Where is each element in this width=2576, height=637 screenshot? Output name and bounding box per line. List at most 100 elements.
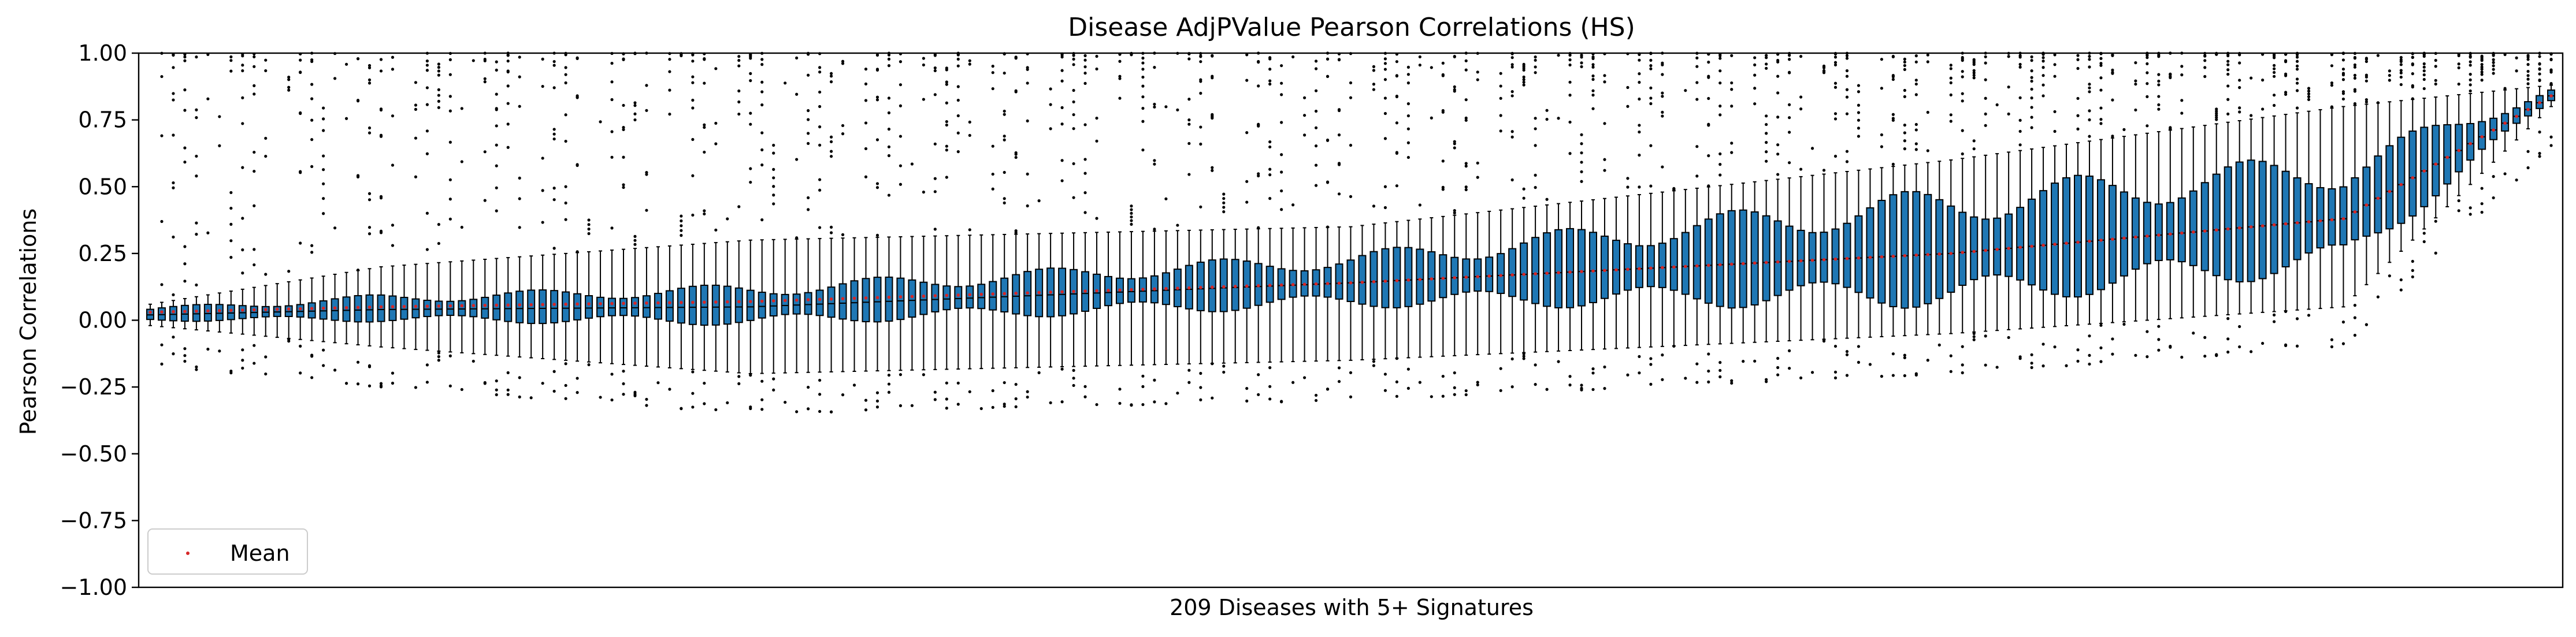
box-body <box>539 289 547 325</box>
mean-marker <box>2376 196 2380 200</box>
box-outlier <box>2469 206 2472 210</box>
box-outlier <box>714 142 718 146</box>
box-plot-item <box>2316 109 2325 310</box>
box-outlier <box>1211 362 1214 366</box>
box-outlier <box>425 152 429 155</box>
box-body <box>2339 186 2348 245</box>
box-outlier <box>2480 63 2484 66</box>
box-outlier <box>1268 83 1272 86</box>
box-plot-item <box>1566 51 1575 387</box>
mean-marker <box>599 302 602 306</box>
box-outlier <box>968 390 971 393</box>
y-tick-label: −0.25 <box>60 374 127 400</box>
box-outlier <box>437 73 440 77</box>
mean-marker <box>1268 284 1272 287</box>
box-outlier <box>1765 66 1768 70</box>
mean-marker <box>1568 270 1572 274</box>
box-outlier <box>1591 388 1595 392</box>
mean-marker <box>368 306 372 309</box>
mean-marker <box>2249 225 2253 229</box>
box-outlier <box>956 403 960 406</box>
box-outlier <box>1661 110 1664 114</box>
box-outlier <box>1430 116 1433 120</box>
box-outlier <box>2457 66 2460 70</box>
box-outlier <box>552 187 556 190</box>
box-outlier <box>2538 62 2541 65</box>
box-outlier <box>864 408 868 412</box>
box-outlier <box>1130 208 1133 211</box>
box-body <box>1393 247 1401 308</box>
box-outlier <box>2088 109 2091 113</box>
box-outlier <box>1695 98 1699 101</box>
box-outlier <box>1857 84 1861 87</box>
box-body <box>665 290 674 322</box>
box-outlier <box>2203 59 2207 62</box>
box-outlier <box>1914 93 1918 96</box>
box-outlier <box>564 185 567 188</box>
box-outlier <box>2549 144 2553 147</box>
box-outlier <box>1753 73 1757 77</box>
box-plot-item <box>2420 51 2429 244</box>
box-outlier <box>2526 166 2530 170</box>
box-plot-item <box>1808 147 1817 374</box>
box-outlier <box>818 90 822 94</box>
box-outlier <box>633 394 637 397</box>
box-outlier <box>425 64 429 67</box>
box-outlier <box>2307 87 2311 90</box>
box-outlier <box>2422 65 2426 69</box>
box-outlier <box>737 382 741 385</box>
box-outlier <box>1591 57 1595 60</box>
box-outlier <box>1776 152 1780 156</box>
box-outlier <box>956 381 960 385</box>
box-outlier <box>1257 61 1260 64</box>
box-body <box>734 287 743 323</box>
box-outlier <box>2549 135 2553 139</box>
box-outlier <box>899 182 903 186</box>
box-outlier <box>2295 55 2299 59</box>
mean-marker <box>172 310 175 314</box>
box-outlier <box>1638 80 1641 84</box>
box-body <box>2166 202 2174 260</box>
box-outlier <box>1833 81 1838 85</box>
box-outlier <box>195 233 198 236</box>
box-outlier <box>1280 153 1283 157</box>
mean-marker <box>483 303 487 307</box>
box-outlier <box>414 136 418 140</box>
box-outlier <box>1545 388 1549 391</box>
mean-marker <box>1210 285 1214 289</box>
box-outlier <box>2030 79 2033 83</box>
box-body <box>989 281 997 311</box>
box-outlier <box>1222 364 1226 368</box>
box-outlier <box>1984 112 1987 116</box>
box-outlier <box>1695 174 1699 178</box>
box-outlier <box>2157 325 2161 328</box>
box-outlier <box>1453 371 1456 375</box>
box-body <box>435 300 443 316</box>
box-outlier <box>460 388 463 392</box>
box-outlier <box>1083 54 1087 57</box>
box-outlier <box>1580 170 1583 174</box>
box-outlier <box>864 175 868 178</box>
box-outlier <box>2134 61 2137 65</box>
box-outlier <box>1118 96 1122 100</box>
box-outlier <box>760 131 764 135</box>
box-outlier <box>356 382 360 386</box>
box-plot-item <box>192 55 201 371</box>
box-plot-item <box>1520 62 1528 360</box>
box-outlier <box>1072 377 1075 380</box>
box-outlier <box>1603 80 1606 84</box>
box-outlier <box>2399 69 2403 72</box>
box-outlier <box>714 228 718 232</box>
box-outlier <box>1337 109 1341 113</box>
box-outlier <box>2503 87 2507 90</box>
box-outlier <box>829 140 833 144</box>
box-outlier <box>956 114 960 118</box>
box-outlier <box>518 376 521 379</box>
box-outlier <box>1003 109 1006 113</box>
box-outlier <box>1510 56 1514 59</box>
box-outlier <box>2388 69 2391 73</box>
box-outlier <box>1510 178 1514 182</box>
box-outlier <box>1753 359 1757 363</box>
box-outlier <box>2088 118 2091 122</box>
mean-marker <box>1095 289 1098 293</box>
